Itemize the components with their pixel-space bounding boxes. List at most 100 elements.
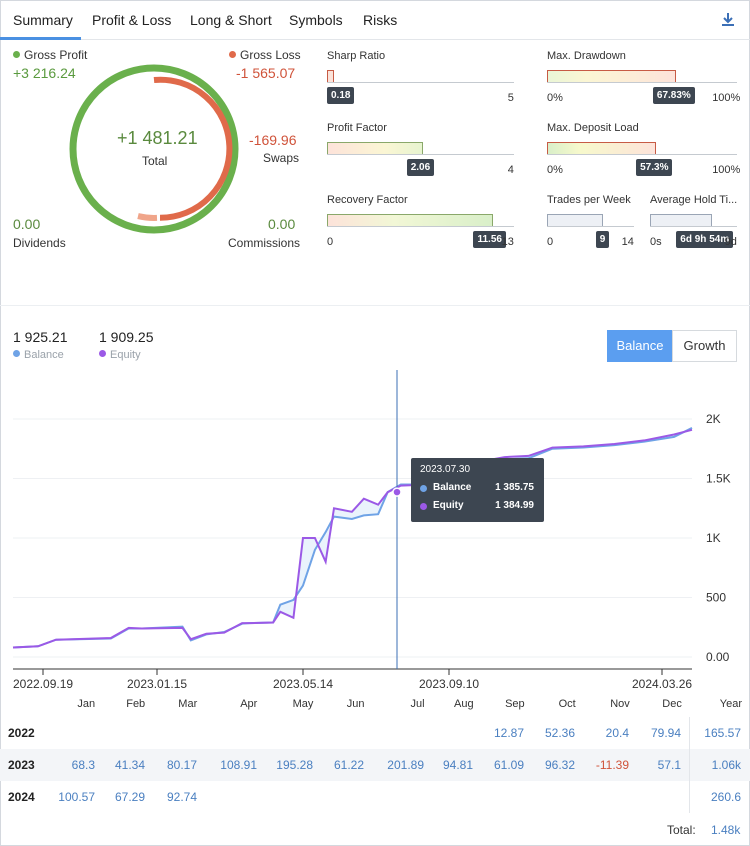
tooltip-balance-label: Balance	[433, 482, 472, 493]
metric-baseline	[547, 154, 737, 155]
metric-max: 9d	[724, 236, 737, 248]
balance-equity-chart[interactable]: 0.00 500 1K 1.5K 2K 2022.09.19 2023.01.15 2023.…	[0, 370, 750, 695]
month-value-cell	[372, 781, 432, 813]
metric-max: 13	[501, 236, 514, 248]
dividends-value: 0.00	[13, 216, 41, 232]
tab-symbols[interactable]: Symbols	[289, 12, 343, 28]
metric-min: 0%	[547, 164, 563, 176]
metric-title: Profit Factor	[327, 122, 387, 134]
month-header: Oct	[558, 697, 576, 710]
gross-profit-value: +3 216.24	[13, 65, 76, 81]
tab-bar: Summary Profit & Loss Long & Short Symbo…	[0, 0, 750, 40]
metric-title: Sharp Ratio	[327, 50, 386, 62]
metric-max: 5	[507, 92, 514, 104]
gross-loss-value: -1 565.07	[236, 65, 296, 81]
dividends-label: Dividends	[13, 236, 66, 250]
total-label: Total	[142, 154, 168, 168]
tab-profit-loss[interactable]: Profit & Loss	[92, 12, 172, 28]
y-tick-label: 1.5K	[706, 472, 731, 486]
month-value-cell: 68.3	[71, 758, 95, 772]
metric-baseline	[547, 226, 634, 227]
metric-title: Trades per Week	[547, 194, 631, 206]
metric-value-tag: 9	[595, 231, 610, 248]
month-value-cell: 80.17	[166, 758, 197, 772]
metric-title: Average Hold Ti...	[650, 194, 738, 206]
commissions-value: 0.00	[268, 216, 296, 232]
month-header: Feb	[126, 697, 146, 710]
year-row: 2022 12.87 52.36 20.4 79.94 165.57	[0, 717, 750, 749]
download-icon[interactable]	[718, 10, 738, 30]
month-value-cell: 92.74	[166, 790, 197, 804]
equity-legend-label: Equity	[99, 349, 141, 361]
month-value-cell: 108.91	[220, 758, 257, 772]
balance-legend-value: 1 925.21	[13, 329, 68, 345]
metric-baseline	[327, 226, 514, 227]
x-tick-label: 2023.01.15	[127, 677, 187, 691]
month-value-cell	[48, 717, 103, 749]
crosshair-point	[392, 487, 402, 497]
month-value-cell: 20.4	[605, 726, 629, 740]
metric-min: 0%	[547, 92, 563, 104]
month-value-cell: 67.29	[114, 790, 145, 804]
tab-long-short[interactable]: Long & Short	[190, 12, 272, 28]
month-header: Sep	[505, 697, 525, 710]
chart-tooltip: 2023.07.30 Balance 1 385.75 Equity 1 384…	[411, 458, 544, 522]
gross-loss-label: Gross Loss	[229, 48, 301, 62]
metric-min: 0	[327, 236, 334, 248]
metric-max: 4	[507, 164, 514, 176]
month-value-cell: -11.39	[595, 758, 629, 772]
year-cell: 2022	[8, 726, 35, 740]
metric-max: 14	[621, 236, 634, 248]
growth-toggle-button[interactable]: Growth	[672, 330, 737, 362]
month-value-cell	[265, 781, 321, 813]
metric-baseline	[327, 154, 514, 155]
month-value-cell	[265, 717, 321, 749]
month-header: Jan	[77, 697, 96, 710]
tooltip-equity-dot-icon	[420, 503, 427, 510]
balance-toggle-button[interactable]: Balance	[607, 330, 673, 362]
tooltip-date: 2023.07.30	[420, 464, 471, 475]
metric-title: Max. Deposit Load	[547, 122, 639, 134]
metric-value-tag: 11.56	[473, 231, 506, 248]
metric-value-tag: 2.06	[406, 159, 435, 176]
gross-profit-ring	[69, 64, 239, 234]
y-tick-label: 500	[706, 591, 726, 605]
gross-profit-dot-icon	[13, 51, 20, 58]
active-tab-indicator	[0, 37, 81, 40]
metric-value-tag: 67.83%	[652, 87, 695, 104]
month-header: Dec	[662, 697, 682, 710]
gross-loss-dot-icon	[229, 51, 236, 58]
metric-title: Max. Drawdown	[547, 50, 626, 62]
tab-summary[interactable]: Summary	[13, 12, 73, 28]
metric-value-tag: 6d 9h 54m	[676, 231, 734, 248]
month-value-cell: 52.36	[544, 726, 575, 740]
month-header: Aug	[454, 697, 474, 710]
month-header: Nov	[610, 697, 630, 710]
month-value-cell: 94.81	[442, 758, 473, 772]
month-value-cell	[205, 717, 265, 749]
equity-legend-value: 1 909.25	[99, 329, 154, 345]
month-value-cell	[481, 781, 532, 813]
metric-min: 0s	[650, 236, 662, 248]
month-value-cell	[321, 717, 372, 749]
year-total-cell: 165.57	[689, 717, 749, 749]
total-value: 1.48k	[711, 823, 741, 837]
monthly-returns-table: Jan Feb Mar Apr May Jun Jul Aug Sep Oct …	[0, 690, 750, 717]
month-value-cell	[532, 781, 583, 813]
y-tick-label: 0.00	[706, 650, 730, 664]
month-header: Mar	[178, 697, 198, 710]
tab-risks[interactable]: Risks	[363, 12, 398, 28]
metric-title: Recovery Factor	[327, 194, 408, 206]
month-value-cell: 195.28	[276, 758, 313, 772]
section-divider	[0, 305, 750, 306]
year-cell: 2024	[8, 790, 35, 804]
month-header-row: Jan Feb Mar Apr May Jun Jul Aug Sep Oct …	[0, 690, 750, 717]
balance-dot-icon	[13, 350, 20, 357]
month-value-cell: 96.32	[544, 758, 575, 772]
gross-loss-arc	[153, 76, 233, 221]
year-row: 2023 68.3 41.34 80.17 108.91 195.28 61.22 201.8…	[0, 749, 750, 781]
month-value-cell	[103, 717, 153, 749]
month-value-cell: 41.34	[114, 758, 145, 772]
total-label: Total:	[667, 823, 696, 837]
year-row: 2024 100.57 67.29 92.74 260.6	[0, 781, 750, 813]
